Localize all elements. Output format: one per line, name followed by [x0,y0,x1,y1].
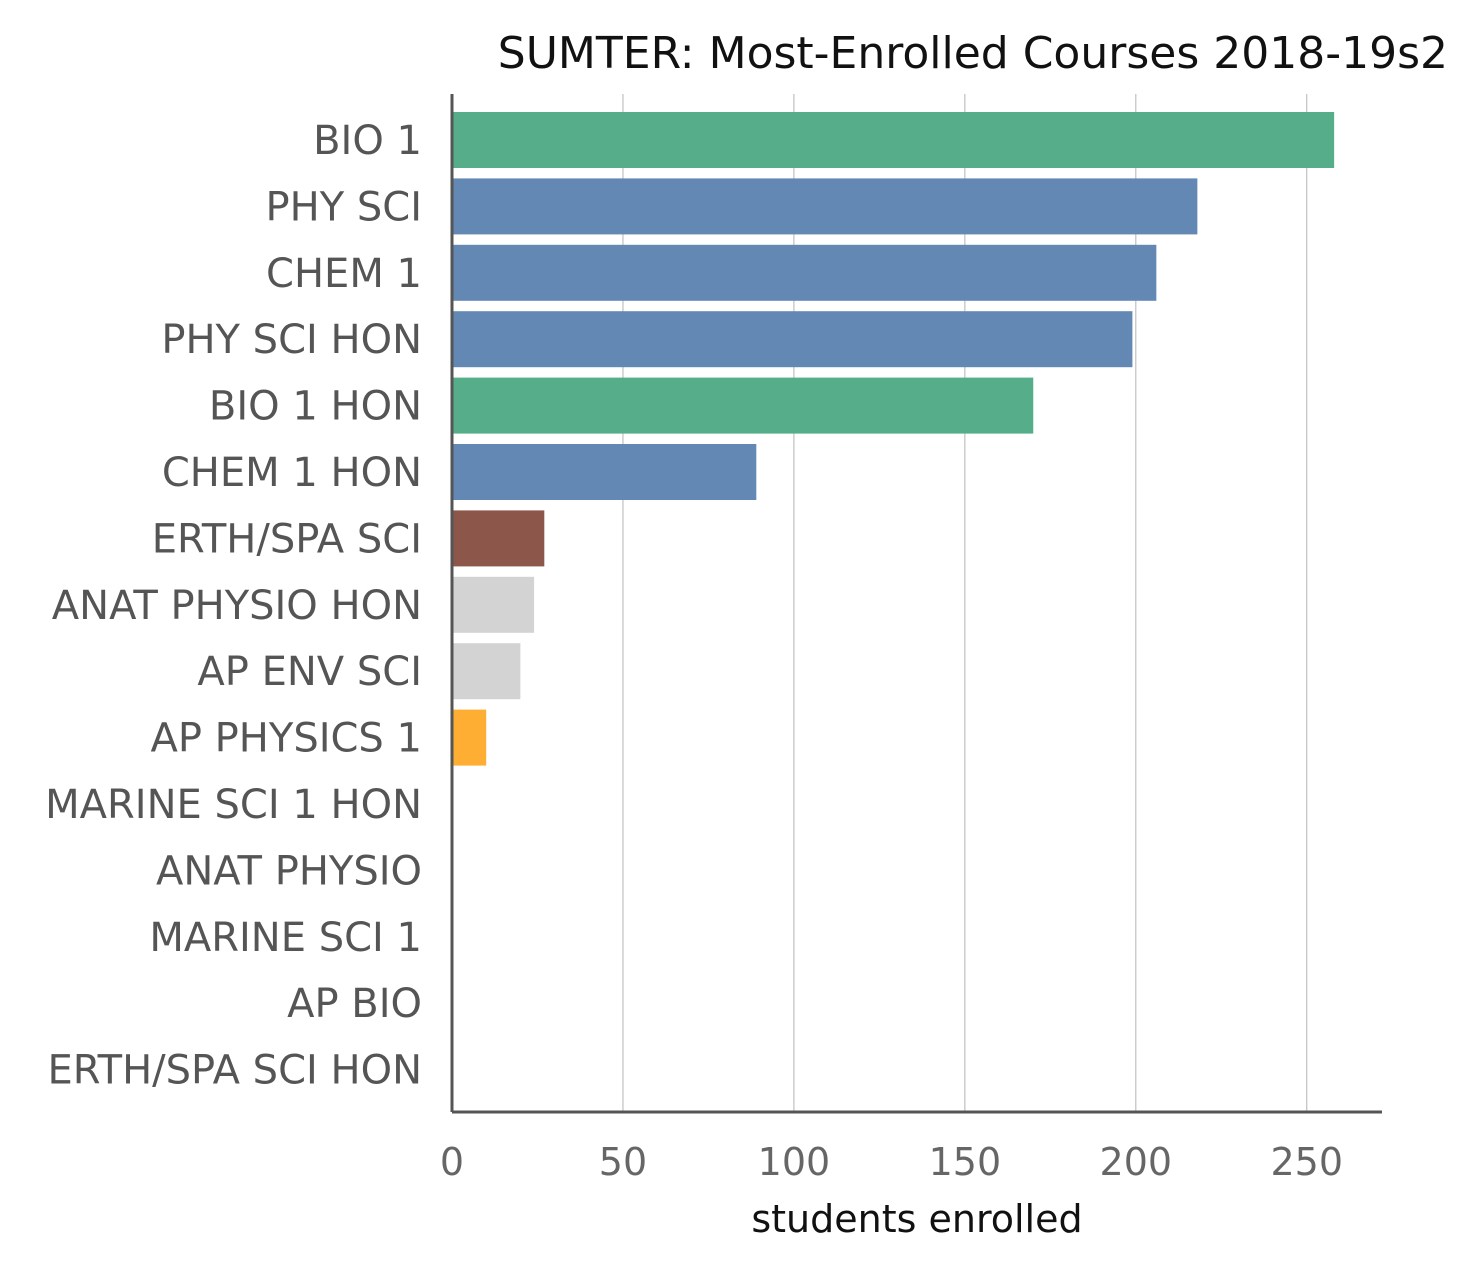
category-label: ANAT PHYSIO [156,848,422,894]
category-label: MARINE SCI 1 HON [45,782,422,828]
x-tick-labels: 0 50 100 150 200 250 [440,1140,1343,1184]
category-label: ANAT PHYSIO HON [52,583,422,629]
x-tick-label: 0 [440,1140,464,1184]
bar [452,178,1198,235]
bar [452,444,757,500]
category-label: CHEM 1 HON [162,450,422,496]
category-label: MARINE SCI 1 [149,915,422,961]
category-label: AP ENV SCI [197,649,422,695]
x-tick-label: 100 [758,1140,831,1184]
x-tick-label: 50 [599,1140,647,1184]
bar [452,244,1157,301]
category-label: AP PHYSICS 1 [150,716,422,762]
bar [452,709,487,766]
x-tick-label: 200 [1100,1140,1173,1184]
bar [452,377,1034,434]
x-tick-label: 250 [1271,1140,1344,1184]
category-label: PHY SCI HON [161,317,422,363]
bar [452,112,1335,168]
chart-title: SUMTER: Most-Enrolled Courses 2018-19s2 [498,28,1448,79]
bars [452,112,1335,766]
category-label: AP BIO [287,981,422,1027]
category-label: BIO 1 HON [209,384,422,430]
category-labels: BIO 1 PHY SCI CHEM 1 PHY SCI HON BIO 1 HON CH… [45,118,422,1094]
category-label: ERTH/SPA SCI HON [48,1048,423,1094]
bar [452,510,545,567]
bar [452,643,521,700]
bar [452,576,535,633]
category-label: PHY SCI [266,184,422,230]
category-label: BIO 1 [313,118,422,164]
x-tick-label: 150 [929,1140,1002,1184]
x-axis-title: students enrolled [751,1197,1082,1241]
bar [452,311,1133,368]
category-label: CHEM 1 [266,251,422,297]
category-label: ERTH/SPA SCI [152,516,422,562]
